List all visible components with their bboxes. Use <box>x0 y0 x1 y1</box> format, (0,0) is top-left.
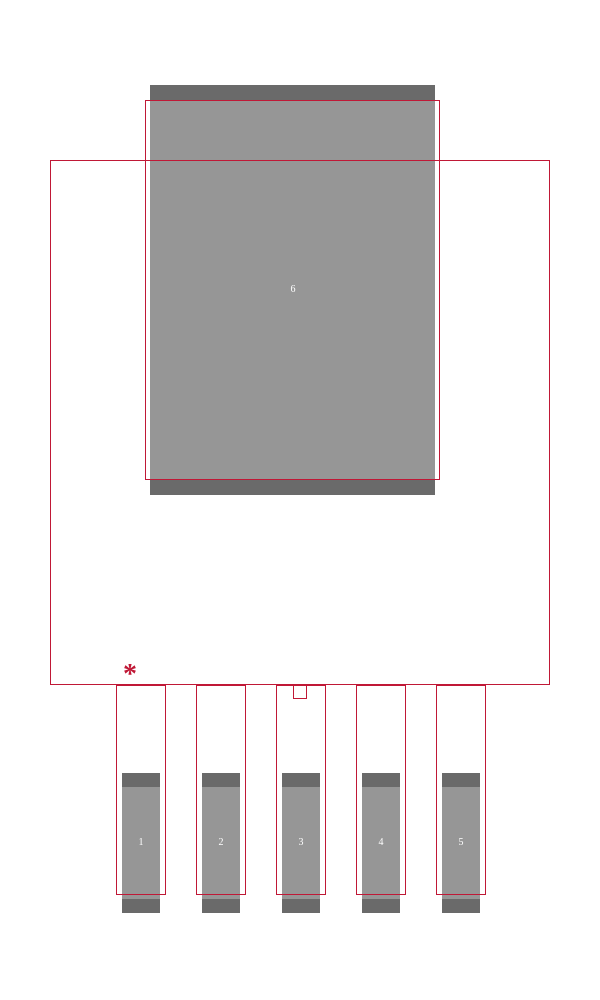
pin-4-outline <box>356 685 406 895</box>
pin-5-bottom-dark <box>442 899 480 913</box>
top-outline <box>145 100 440 480</box>
pin-2-bottom-dark <box>202 899 240 913</box>
pin-4-bottom-dark <box>362 899 400 913</box>
pin-1-outline <box>116 685 166 895</box>
pin-5-outline <box>436 685 486 895</box>
pin-3-bottom-dark <box>282 899 320 913</box>
diagram-canvas: 6*12345 <box>0 0 600 1000</box>
pin-1-bottom-dark <box>122 899 160 913</box>
pin-2-outline <box>196 685 246 895</box>
pin-3-outline <box>276 685 326 895</box>
top-cap-dark <box>150 85 435 100</box>
